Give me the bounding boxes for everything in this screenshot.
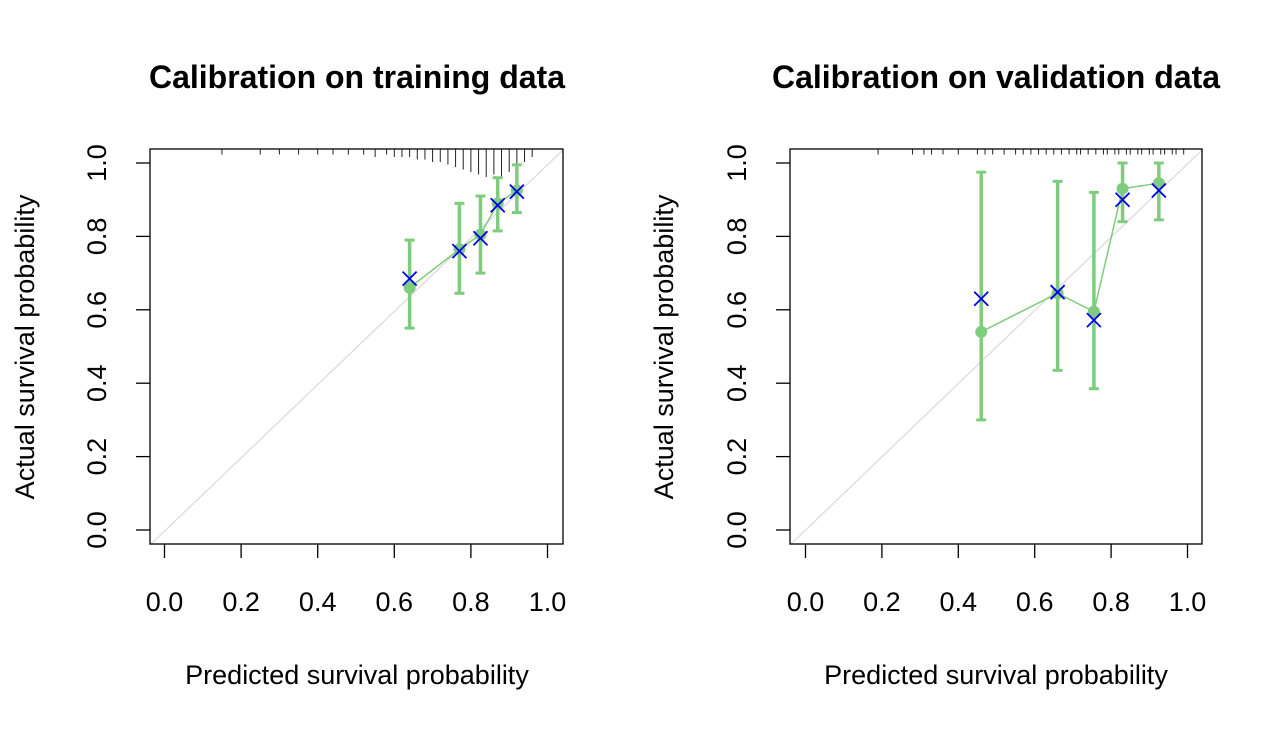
x-tick-label: 0.8 <box>452 587 490 617</box>
y-tick-label: 0.6 <box>722 291 752 329</box>
y-tick-label: 0.6 <box>82 291 112 329</box>
x-axis-label: Predicted survival probability <box>185 660 529 690</box>
observed-point <box>403 281 416 294</box>
corrected-x-marker <box>1114 192 1131 208</box>
y-tick-label: 1.0 <box>82 144 112 182</box>
x-tick-label: 0.4 <box>299 587 337 617</box>
observed-point <box>453 243 466 256</box>
x-tick-label: 0.8 <box>1092 587 1130 617</box>
y-tick-label: 0.8 <box>82 218 112 256</box>
x-tick-label: 0.0 <box>787 587 825 617</box>
y-axis-label: Actual survival probability <box>649 194 679 499</box>
y-axis-label: Actual survival probability <box>10 194 40 499</box>
chart-title: Calibration on validation data <box>772 59 1220 95</box>
x-tick-label: 0.2 <box>863 587 901 617</box>
corrected-x-marker <box>509 183 525 200</box>
x-tick-label: 0.6 <box>376 587 414 617</box>
corrected-x-marker <box>973 291 989 307</box>
observed-point <box>1087 305 1100 318</box>
reference-diagonal-line <box>789 149 1203 546</box>
y-tick-label: 1.0 <box>722 144 752 182</box>
corrected-x-marker <box>451 243 468 259</box>
x-tick-label: 1.0 <box>1169 587 1207 617</box>
reference-diagonal-line <box>149 149 564 546</box>
observed-point <box>491 197 504 210</box>
observed-point <box>975 325 988 338</box>
observed-point <box>474 228 487 241</box>
chart-title: Calibration on training data <box>149 59 565 95</box>
x-tick-label: 0.4 <box>940 587 978 617</box>
corrected-x-marker <box>472 230 489 246</box>
corrected-x-marker <box>1049 284 1066 300</box>
observed-point <box>1116 182 1129 195</box>
training-calibration-panel: Calibration on training data Predicted s… <box>10 59 566 690</box>
plot-frame <box>149 148 564 545</box>
y-tick-label: 0.8 <box>722 218 752 256</box>
observed-point <box>1152 177 1165 190</box>
x-axis-label: Predicted survival probability <box>824 660 1168 690</box>
x-tick-label: 0.6 <box>1016 587 1054 617</box>
y-tick-label: 0.2 <box>722 438 752 476</box>
corrected-x-marker <box>1151 182 1167 199</box>
y-tick-label: 0.0 <box>722 511 752 549</box>
observed-line <box>980 182 1159 333</box>
corrected-x-marker <box>401 270 418 287</box>
validation-calibration-panel: Calibration on validation data Predicted… <box>649 59 1220 690</box>
y-tick-label: 0.4 <box>722 364 752 402</box>
y-tick-label: 0.0 <box>82 511 112 549</box>
y-tick-label: 0.4 <box>82 364 112 402</box>
plot-frame <box>789 148 1203 545</box>
corrected-x-marker <box>490 197 506 213</box>
x-tick-label: 0.0 <box>146 587 184 617</box>
x-tick-label: 1.0 <box>529 587 567 617</box>
corrected-x-marker <box>1086 312 1102 328</box>
y-tick-label: 0.2 <box>82 438 112 476</box>
x-tick-label: 0.2 <box>222 587 260 617</box>
